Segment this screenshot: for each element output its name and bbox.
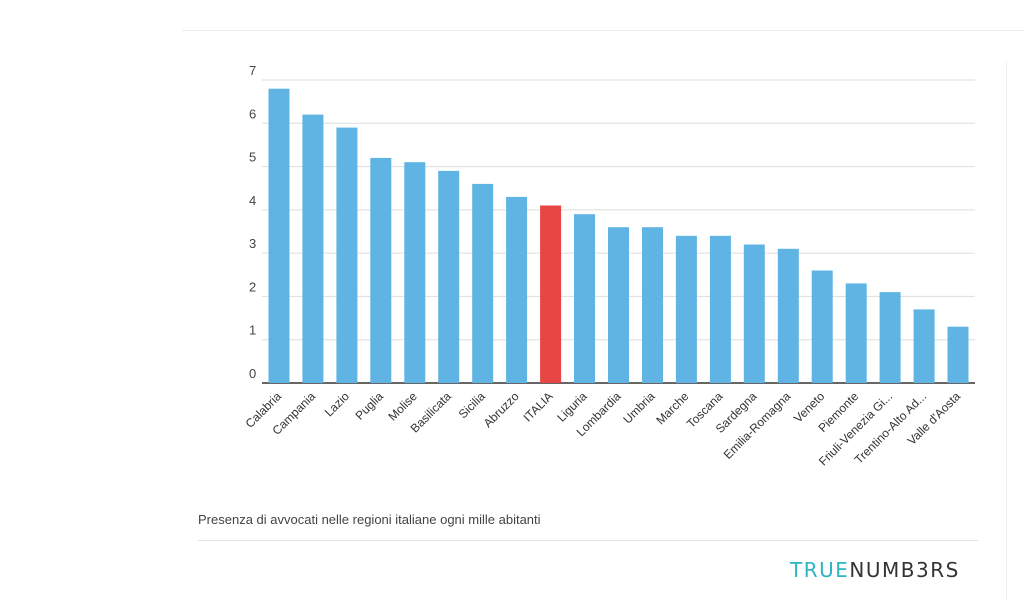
chart-caption: Presenza di avvocati nelle regioni itali… <box>198 512 541 527</box>
bar <box>947 326 969 383</box>
logo-part-true: TRUE <box>790 558 850 582</box>
x-tick-label: Umbria <box>620 389 657 426</box>
bar <box>811 270 833 383</box>
bar <box>438 170 460 383</box>
right-divider <box>1006 62 1007 601</box>
y-tick-label: 1 <box>249 323 256 338</box>
bar <box>506 196 528 383</box>
y-tick-label: 7 <box>249 63 256 78</box>
bar <box>777 248 799 383</box>
bar <box>540 205 562 383</box>
bar <box>845 283 867 383</box>
top-divider <box>182 30 1024 31</box>
bar <box>709 235 731 383</box>
bar <box>675 235 697 383</box>
bar <box>743 244 765 383</box>
bar <box>472 183 494 383</box>
x-tick-label: Abruzzo <box>481 389 522 430</box>
x-tick-label: Lazio <box>322 389 352 419</box>
y-tick-label: 4 <box>249 193 256 208</box>
bar <box>370 157 392 383</box>
y-tick-label: 0 <box>249 366 256 381</box>
bar <box>574 214 595 383</box>
bar <box>642 227 663 383</box>
bar <box>268 88 290 383</box>
bar <box>879 292 901 383</box>
y-tick-label: 5 <box>249 150 256 165</box>
x-tick-label: Puglia <box>352 389 386 423</box>
bar <box>302 114 324 383</box>
caption-divider <box>198 540 978 541</box>
bar <box>404 162 426 383</box>
truenumbers-logo: TRUENUMB3RS <box>790 559 960 581</box>
bar <box>913 309 935 383</box>
y-tick-label: 2 <box>249 279 256 294</box>
y-tick-label: 6 <box>249 106 256 121</box>
bar <box>608 227 629 383</box>
y-tick-label: 3 <box>249 236 256 251</box>
logo-part-numbers: NUMB3RS <box>849 558 960 582</box>
x-tick-label: ITALIA <box>521 389 556 424</box>
bar <box>336 127 358 383</box>
x-tick-label: Sicilia <box>456 389 488 421</box>
